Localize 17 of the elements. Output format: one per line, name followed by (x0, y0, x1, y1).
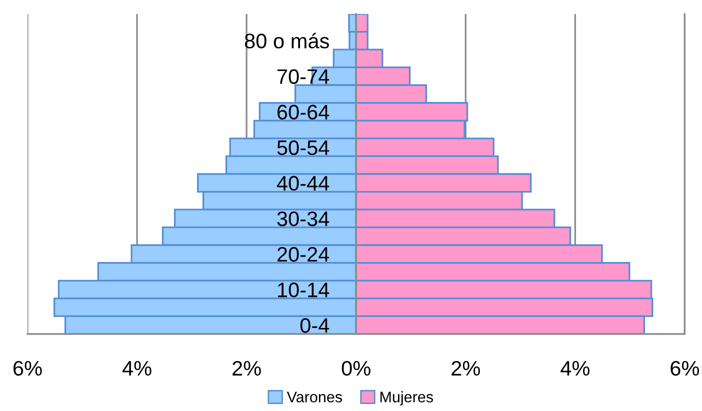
x-tick-label: 2% (452, 360, 480, 376)
y-tick-label: 60-64 (277, 104, 330, 120)
x-tick-label: 0% (342, 360, 370, 376)
x-tick-label: 4% (560, 361, 590, 376)
x-tick-label: 2% (232, 360, 261, 376)
legend-label: Varones (286, 392, 342, 402)
legend-label: Mujeres (380, 391, 434, 406)
y-tick-label: 10-14 (278, 282, 330, 298)
x-tick-label: 6% (670, 360, 700, 376)
y-tick-label: 0-4 (300, 318, 330, 333)
y-tick-label: 40-44 (276, 176, 330, 191)
y-tick-label: 50-54 (277, 140, 330, 156)
y-tick-label: 20-24 (277, 247, 330, 262)
x-tick-label: 6% (14, 360, 42, 376)
x-tick-label: 4% (122, 361, 152, 376)
y-tick-label: 80 o más (244, 32, 329, 48)
y-tick-label: 30-34 (277, 211, 330, 226)
